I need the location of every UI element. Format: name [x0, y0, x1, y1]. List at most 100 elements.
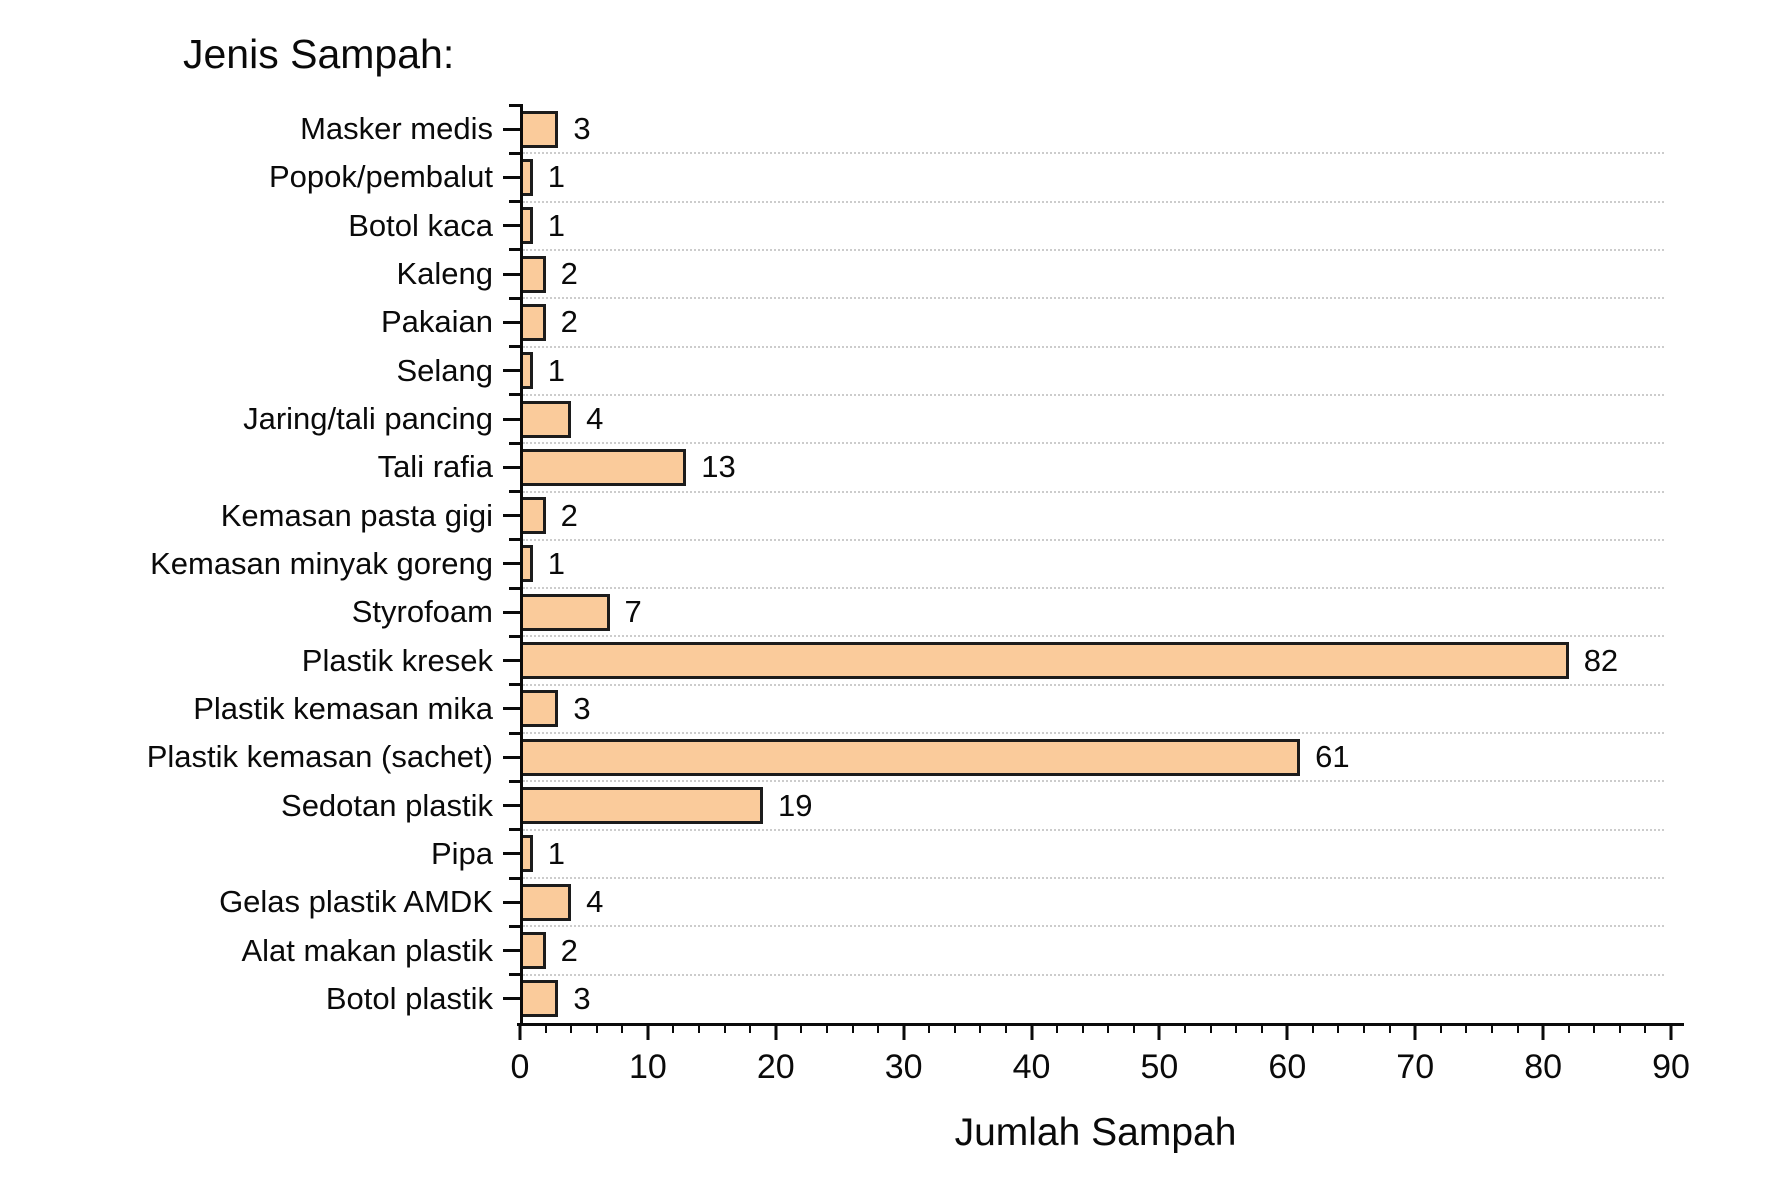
x-axis-tick-label: 10	[628, 1048, 667, 1086]
x-axis-minor-tick	[1209, 1023, 1212, 1033]
category-row: Popok/pembalut 1	[269, 153, 1671, 201]
x-axis-minor-tick	[1618, 1023, 1621, 1033]
category-row: Gelas plastik AMDK 4	[219, 878, 1671, 926]
bar-value-label: 19	[777, 787, 813, 823]
x-axis-minor-tick	[723, 1023, 726, 1033]
x-axis-minor-tick	[1490, 1023, 1493, 1033]
category-label: Styrofoam	[351, 594, 493, 630]
category-row: Tali rafia 13	[378, 443, 1671, 491]
x-axis-tick-label: 30	[884, 1048, 923, 1086]
category-row: Pipa 1	[431, 830, 1671, 878]
bar-value-label: 3	[573, 690, 591, 726]
y-axis-major-tick	[503, 417, 520, 421]
bar-value-label: 1	[547, 835, 566, 871]
category-row: Masker medis 3	[300, 105, 1671, 153]
y-axis-major-tick	[503, 997, 520, 1001]
bar-value-label: 1	[547, 352, 566, 388]
y-axis-major-tick	[503, 127, 520, 131]
y-axis-minor-tick	[509, 296, 520, 300]
category-label: Botol plastik	[325, 980, 493, 1016]
y-axis-minor-tick	[509, 441, 520, 445]
y-axis-minor-tick	[509, 683, 520, 687]
gridline	[523, 635, 1664, 638]
x-axis-minor-tick	[698, 1023, 701, 1033]
x-axis-minor-tick	[621, 1023, 624, 1033]
x-axis-major-tick	[774, 1023, 778, 1040]
bar-value-label: 4	[586, 884, 604, 920]
x-axis-minor-tick	[1235, 1023, 1238, 1033]
bar-value-label: 4	[586, 401, 604, 437]
category-row: Plastik kresek 82	[302, 636, 1671, 684]
x-axis-minor-tick	[1311, 1023, 1314, 1033]
x-axis-tick-label: 60	[1268, 1048, 1307, 1086]
y-axis-major-tick	[503, 369, 520, 373]
x-axis-minor-tick	[1567, 1023, 1570, 1033]
x-axis-title: Jumlah Sampah	[954, 1111, 1237, 1154]
bar	[520, 110, 559, 148]
x-axis-minor-tick	[749, 1023, 752, 1033]
gridline	[523, 732, 1664, 735]
x-axis-minor-tick	[928, 1023, 931, 1033]
x-axis-minor-tick	[851, 1023, 854, 1033]
x-axis-minor-tick	[1363, 1023, 1366, 1033]
y-axis-minor-tick	[509, 490, 520, 494]
x-axis-major-tick	[1030, 1023, 1034, 1040]
gridline	[523, 587, 1664, 590]
bar	[520, 932, 546, 970]
x-axis-minor-tick	[1107, 1023, 1110, 1033]
y-axis-major-tick	[503, 852, 520, 856]
x-axis-line	[517, 1023, 1684, 1026]
bar-value-label: 1	[547, 207, 566, 243]
bar-value-label: 2	[560, 497, 578, 533]
x-axis-tick-label: 20	[756, 1048, 795, 1086]
category-label: Kemasan pasta gigi	[220, 497, 493, 533]
category-row: Kaleng 2	[396, 250, 1671, 298]
category-label: Jaring/tali pancing	[243, 401, 493, 437]
category-row: Botol plastik 3	[326, 975, 1671, 1023]
category-row: Kemasan pasta gigi 2	[221, 492, 1671, 540]
y-axis-major-tick	[503, 804, 520, 808]
category-label: Pakaian	[380, 304, 493, 340]
y-axis-major-tick	[503, 272, 520, 276]
category-label: Plastik kemasan (sachet)	[146, 739, 493, 775]
category-label: Gelas plastik AMDK	[219, 884, 493, 920]
plot-area: Masker medis 3 Popok/pembalut 1 Botol kaca 1 K…	[147, 103, 1690, 1154]
x-axis-minor-tick	[1465, 1023, 1468, 1033]
bar	[520, 497, 546, 535]
category-label: Selang	[396, 352, 493, 388]
x-axis-minor-tick	[953, 1023, 956, 1033]
y-axis-minor-tick	[509, 248, 520, 252]
x-axis-minor-tick	[544, 1023, 547, 1033]
x-axis-minor-tick	[1337, 1023, 1340, 1033]
bar-value-label: 3	[573, 111, 591, 147]
y-axis-line	[520, 104, 523, 1023]
category-label: Alat makan plastik	[241, 932, 493, 968]
category-row: Jaring/tali pancing 4	[243, 395, 1671, 443]
x-axis-minor-tick	[1388, 1023, 1391, 1033]
category-row: Botol kaca 1	[348, 202, 1671, 250]
category-row: Plastik kemasan mika 3	[193, 685, 1671, 733]
bar	[520, 400, 572, 438]
x-axis-minor-tick	[1004, 1023, 1007, 1033]
gridline	[523, 152, 1664, 155]
x-axis-major-tick	[646, 1023, 650, 1040]
bar	[520, 642, 1569, 680]
category-row: Selang 1	[396, 347, 1671, 395]
gridline	[523, 780, 1664, 783]
y-axis-minor-tick	[509, 538, 520, 542]
gridline	[523, 973, 1664, 976]
y-axis-minor-tick	[509, 731, 520, 735]
gridline	[523, 442, 1664, 445]
x-axis-minor-tick	[979, 1023, 982, 1033]
y-axis-major-tick	[503, 949, 520, 953]
gridline	[523, 200, 1664, 203]
y-axis-major-tick	[503, 755, 520, 759]
x-axis-minor-tick	[1593, 1023, 1596, 1033]
x-axis-minor-tick	[1516, 1023, 1519, 1033]
x-axis-minor-tick	[1184, 1023, 1187, 1033]
category-row: Styrofoam 7	[352, 588, 1671, 636]
bar	[520, 787, 763, 825]
category-row: Sedotan plastik 19	[281, 781, 1671, 829]
y-axis-major-tick	[503, 320, 520, 324]
